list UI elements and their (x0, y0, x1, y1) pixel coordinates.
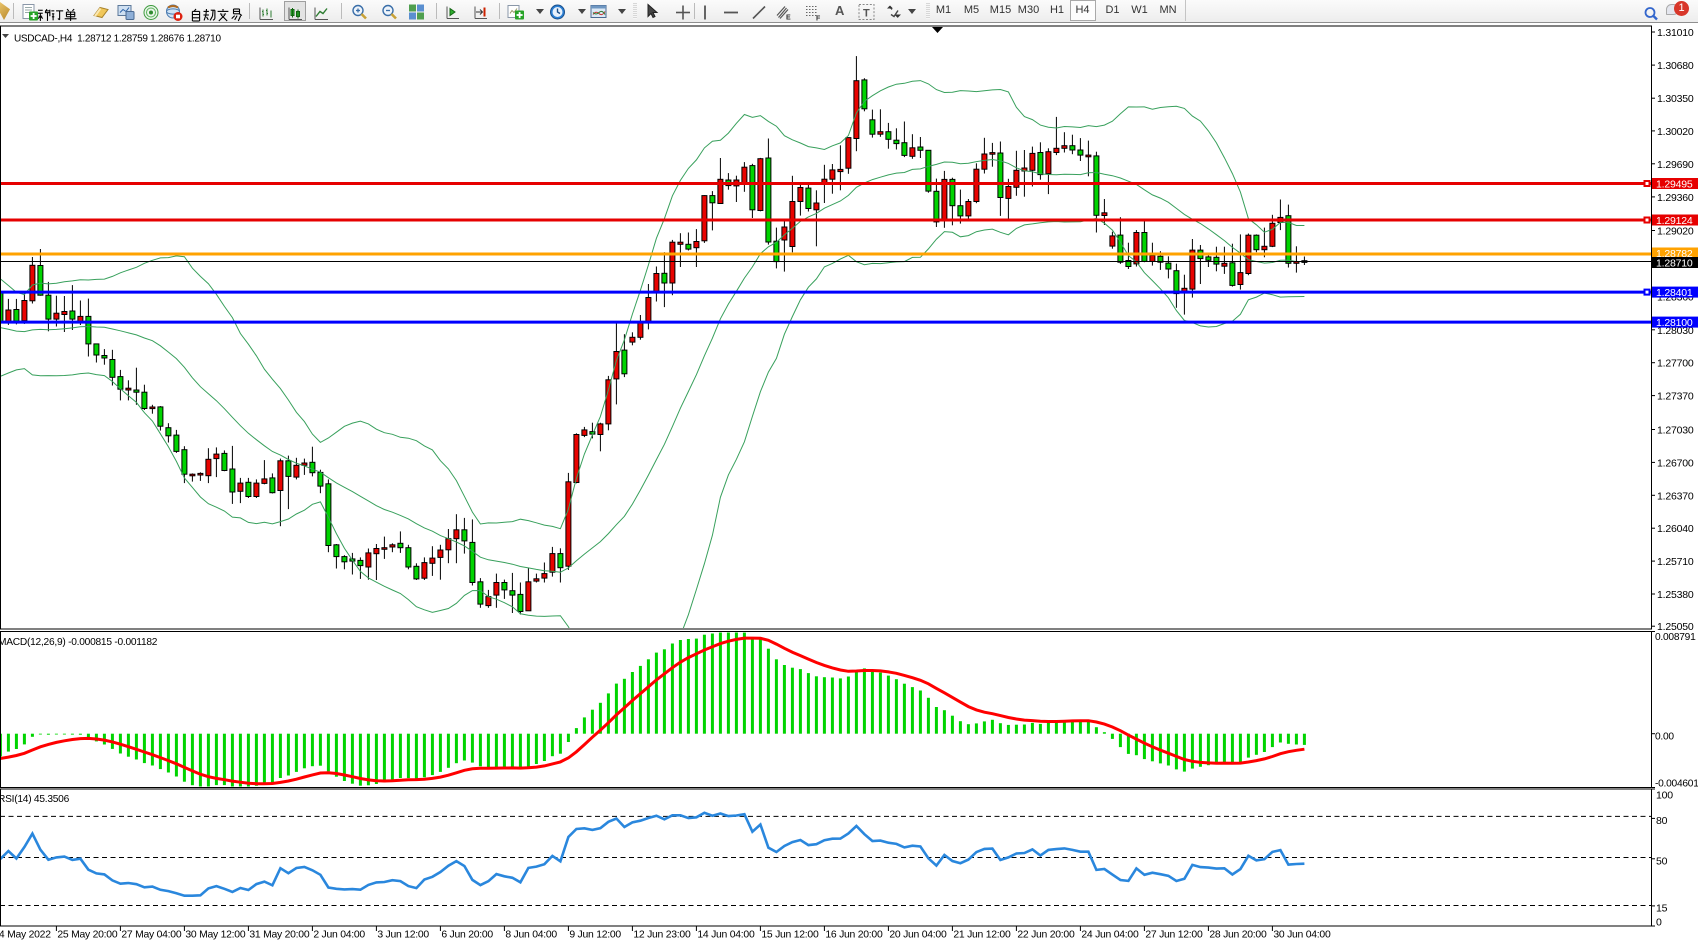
svg-text:24 Jun 04:00: 24 Jun 04:00 (1081, 930, 1139, 941)
svg-text:9 Jun 12:00: 9 Jun 12:00 (569, 930, 621, 941)
svg-text:USDCAD-,H4 1.28712 1.28759 1.: USDCAD-,H4 1.28712 1.28759 1.28676 1.287… (14, 34, 221, 45)
svg-text:30 May 12:00: 30 May 12:00 (185, 930, 245, 941)
svg-text:1.28030: 1.28030 (1657, 325, 1694, 337)
svg-text:1.31010: 1.31010 (1657, 27, 1694, 39)
svg-text:1.26700: 1.26700 (1657, 457, 1694, 469)
svg-text:24 May 2022: 24 May 2022 (0, 930, 51, 941)
svg-text:0.008791: 0.008791 (1655, 632, 1696, 643)
svg-text:1.30680: 1.30680 (1657, 60, 1694, 72)
svg-text:1.25380: 1.25380 (1657, 589, 1694, 601)
svg-text:1.30020: 1.30020 (1657, 126, 1694, 138)
svg-text:25 May 20:00: 25 May 20:00 (57, 930, 117, 941)
svg-text:2 Jun 04:00: 2 Jun 04:00 (313, 930, 365, 941)
svg-text:1.28401: 1.28401 (1656, 287, 1693, 299)
svg-text:20 Jun 04:00: 20 Jun 04:00 (889, 930, 947, 941)
svg-text:F: F (816, 16, 821, 23)
svg-text:1.27700: 1.27700 (1657, 358, 1694, 370)
svg-text:1.29690: 1.29690 (1657, 159, 1694, 171)
svg-text:1.28100: 1.28100 (1656, 317, 1693, 329)
svg-text:80: 80 (1656, 815, 1668, 827)
svg-text:16 Jun 20:00: 16 Jun 20:00 (825, 930, 883, 941)
svg-text:3 Jun 12:00: 3 Jun 12:00 (377, 930, 429, 941)
svg-text:15: 15 (1656, 903, 1668, 915)
svg-text:28 Jun 20:00: 28 Jun 20:00 (1209, 930, 1267, 941)
svg-text:MACD(12,26,9) -0.000815 -0.001: MACD(12,26,9) -0.000815 -0.001182 (0, 637, 158, 648)
svg-text:1.30350: 1.30350 (1657, 93, 1694, 105)
svg-text:E: E (786, 15, 791, 22)
svg-text:15 Jun 12:00: 15 Jun 12:00 (761, 930, 819, 941)
svg-text:22 Jun 20:00: 22 Jun 20:00 (1017, 930, 1075, 941)
svg-text:1.29360: 1.29360 (1657, 192, 1694, 204)
svg-text:1.28782: 1.28782 (1656, 248, 1693, 260)
svg-text:0.00: 0.00 (1655, 732, 1674, 743)
svg-text:-0.004601: -0.004601 (1655, 779, 1698, 790)
svg-text:1.28710: 1.28710 (1656, 257, 1693, 269)
svg-text:RSI(14) 45.3506: RSI(14) 45.3506 (0, 794, 70, 805)
svg-text:0: 0 (1656, 917, 1662, 929)
svg-text:8 Jun 04:00: 8 Jun 04:00 (505, 930, 557, 941)
svg-text:1.27370: 1.27370 (1657, 391, 1694, 403)
svg-text:1.29020: 1.29020 (1657, 226, 1694, 238)
svg-text:30 Jun 04:00: 30 Jun 04:00 (1273, 930, 1331, 941)
svg-text:31 May 20:00: 31 May 20:00 (249, 930, 309, 941)
svg-text:27 Jun 12:00: 27 Jun 12:00 (1145, 930, 1203, 941)
svg-text:1.26370: 1.26370 (1657, 490, 1694, 502)
svg-text:T: T (863, 8, 870, 20)
svg-text:14 Jun 04:00: 14 Jun 04:00 (697, 930, 755, 941)
svg-text:1.29124: 1.29124 (1656, 215, 1693, 227)
svg-text:12 Jun 23:00: 12 Jun 23:00 (633, 930, 691, 941)
svg-text:50: 50 (1656, 856, 1668, 868)
svg-text:1.25050: 1.25050 (1657, 621, 1694, 633)
svg-text:100: 100 (1656, 790, 1673, 802)
svg-text:21 Jun 12:00: 21 Jun 12:00 (953, 930, 1011, 941)
svg-text:1.26040: 1.26040 (1657, 523, 1694, 535)
svg-text:27 May 04:00: 27 May 04:00 (121, 930, 181, 941)
svg-text:1.27030: 1.27030 (1657, 425, 1694, 437)
svg-text:1.29495: 1.29495 (1656, 178, 1693, 190)
svg-text:1.25710: 1.25710 (1657, 556, 1694, 568)
svg-text:6 Jun 20:00: 6 Jun 20:00 (441, 930, 493, 941)
